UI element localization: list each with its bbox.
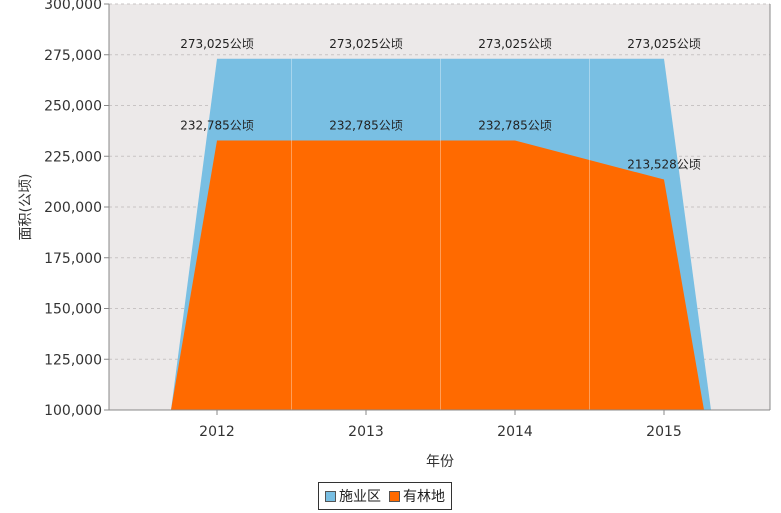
y-axis-title: 面积(公顷) [18, 174, 34, 241]
data-label: 273,025公顷 [627, 37, 701, 51]
x-tick-label: 2012 [199, 424, 235, 440]
data-label: 213,528公顷 [627, 158, 701, 172]
y-axis-ticks: 100,000 125,000 150,000 175,000 200,000 225,0… [44, 0, 109, 419]
data-label: 273,025公顷 [478, 37, 552, 51]
legend-label-shiyequ: 施业区 [339, 489, 381, 505]
y-tick-label: 175,000 [44, 251, 102, 267]
y-tick-label: 275,000 [44, 48, 102, 64]
y-tick-label: 200,000 [44, 200, 102, 216]
y-tick-label: 150,000 [44, 302, 102, 318]
x-axis-ticks: 2012 2013 2014 2015 [199, 410, 682, 440]
data-labels: 273,025公顷 273,025公顷 273,025公顷 273,025公顷 232,… [180, 37, 701, 172]
legend-swatch-youlindi [389, 490, 400, 502]
data-label: 273,025公顷 [329, 37, 403, 51]
x-axis-title: 年份 [426, 454, 454, 470]
y-tick-label: 250,000 [44, 99, 102, 115]
legend: 施业区 有林地 [318, 482, 452, 510]
legend-item-shiyequ[interactable]: 施业区 [325, 486, 381, 506]
legend-swatch-shiyequ [325, 490, 336, 502]
area-series [171, 58, 711, 411]
legend-item-youlindi[interactable]: 有林地 [389, 486, 445, 506]
area-youlindi[interactable] [171, 140, 704, 410]
y-tick-label: 125,000 [44, 352, 102, 368]
y-tick-label: 300,000 [44, 0, 102, 13]
x-tick-label: 2013 [348, 424, 384, 440]
legend-label-youlindi: 有林地 [403, 489, 445, 505]
data-label: 232,785公顷 [329, 118, 403, 132]
y-tick-label: 225,000 [44, 149, 102, 165]
category-dividers [291, 58, 590, 410]
data-label: 232,785公顷 [180, 118, 254, 132]
y-tick-label: 100,000 [44, 403, 102, 419]
data-label: 273,025公顷 [180, 37, 254, 51]
x-tick-label: 2014 [497, 424, 533, 440]
x-tick-label: 2015 [646, 424, 682, 440]
data-label: 232,785公顷 [478, 118, 552, 132]
